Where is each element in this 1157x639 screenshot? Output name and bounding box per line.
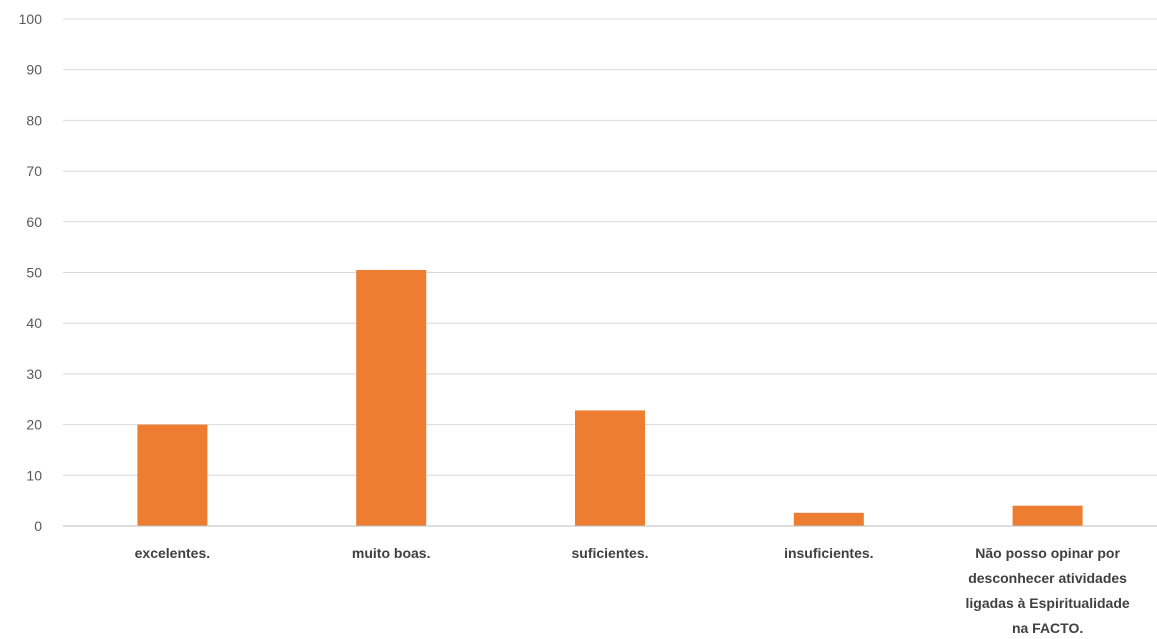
x-category-label-line: na FACTO. bbox=[1012, 620, 1083, 636]
x-category-label-line: muito boas. bbox=[352, 545, 431, 561]
gridlines bbox=[63, 18, 1157, 476]
bar-4 bbox=[793, 512, 864, 526]
bar-1 bbox=[137, 424, 208, 526]
y-tick-label: 0 bbox=[34, 518, 42, 534]
y-tick-label: 80 bbox=[26, 112, 42, 128]
x-category-label: muito boas. bbox=[352, 545, 431, 561]
bar-3 bbox=[575, 410, 645, 526]
y-tick-label: 70 bbox=[26, 163, 42, 179]
bar-5 bbox=[1012, 505, 1083, 526]
x-axis-category-labels: excelentes. muito boas. suficientes. insufi… bbox=[135, 545, 1130, 636]
x-category-label-line: ligadas à Espiritualidade bbox=[966, 595, 1130, 611]
x-category-label-line: suficientes. bbox=[571, 545, 648, 561]
x-category-label-line: desconhecer atividades bbox=[968, 570, 1127, 586]
y-tick-label: 20 bbox=[26, 417, 42, 433]
y-axis-tick-labels: 0 10 20 30 40 50 60 70 80 90 100 bbox=[19, 11, 43, 534]
x-category-label-line: Não posso opinar por bbox=[975, 545, 1120, 561]
x-category-label: suficientes. bbox=[571, 545, 648, 561]
y-tick-label: 60 bbox=[26, 214, 42, 230]
y-tick-label: 40 bbox=[26, 315, 42, 331]
y-tick-label: 100 bbox=[19, 11, 43, 27]
x-category-label-line: excelentes. bbox=[135, 545, 211, 561]
x-category-label: Não posso opinar por desconhecer atividad… bbox=[966, 545, 1130, 636]
y-tick-label: 90 bbox=[26, 62, 42, 78]
x-category-label: excelentes. bbox=[135, 545, 211, 561]
bar-2 bbox=[356, 269, 427, 526]
y-tick-label: 50 bbox=[26, 265, 42, 281]
bars bbox=[137, 269, 1083, 526]
x-category-label: insuficientes. bbox=[784, 545, 873, 561]
x-category-label-line: insuficientes. bbox=[784, 545, 873, 561]
y-tick-label: 10 bbox=[26, 467, 42, 483]
y-tick-label: 30 bbox=[26, 366, 42, 382]
